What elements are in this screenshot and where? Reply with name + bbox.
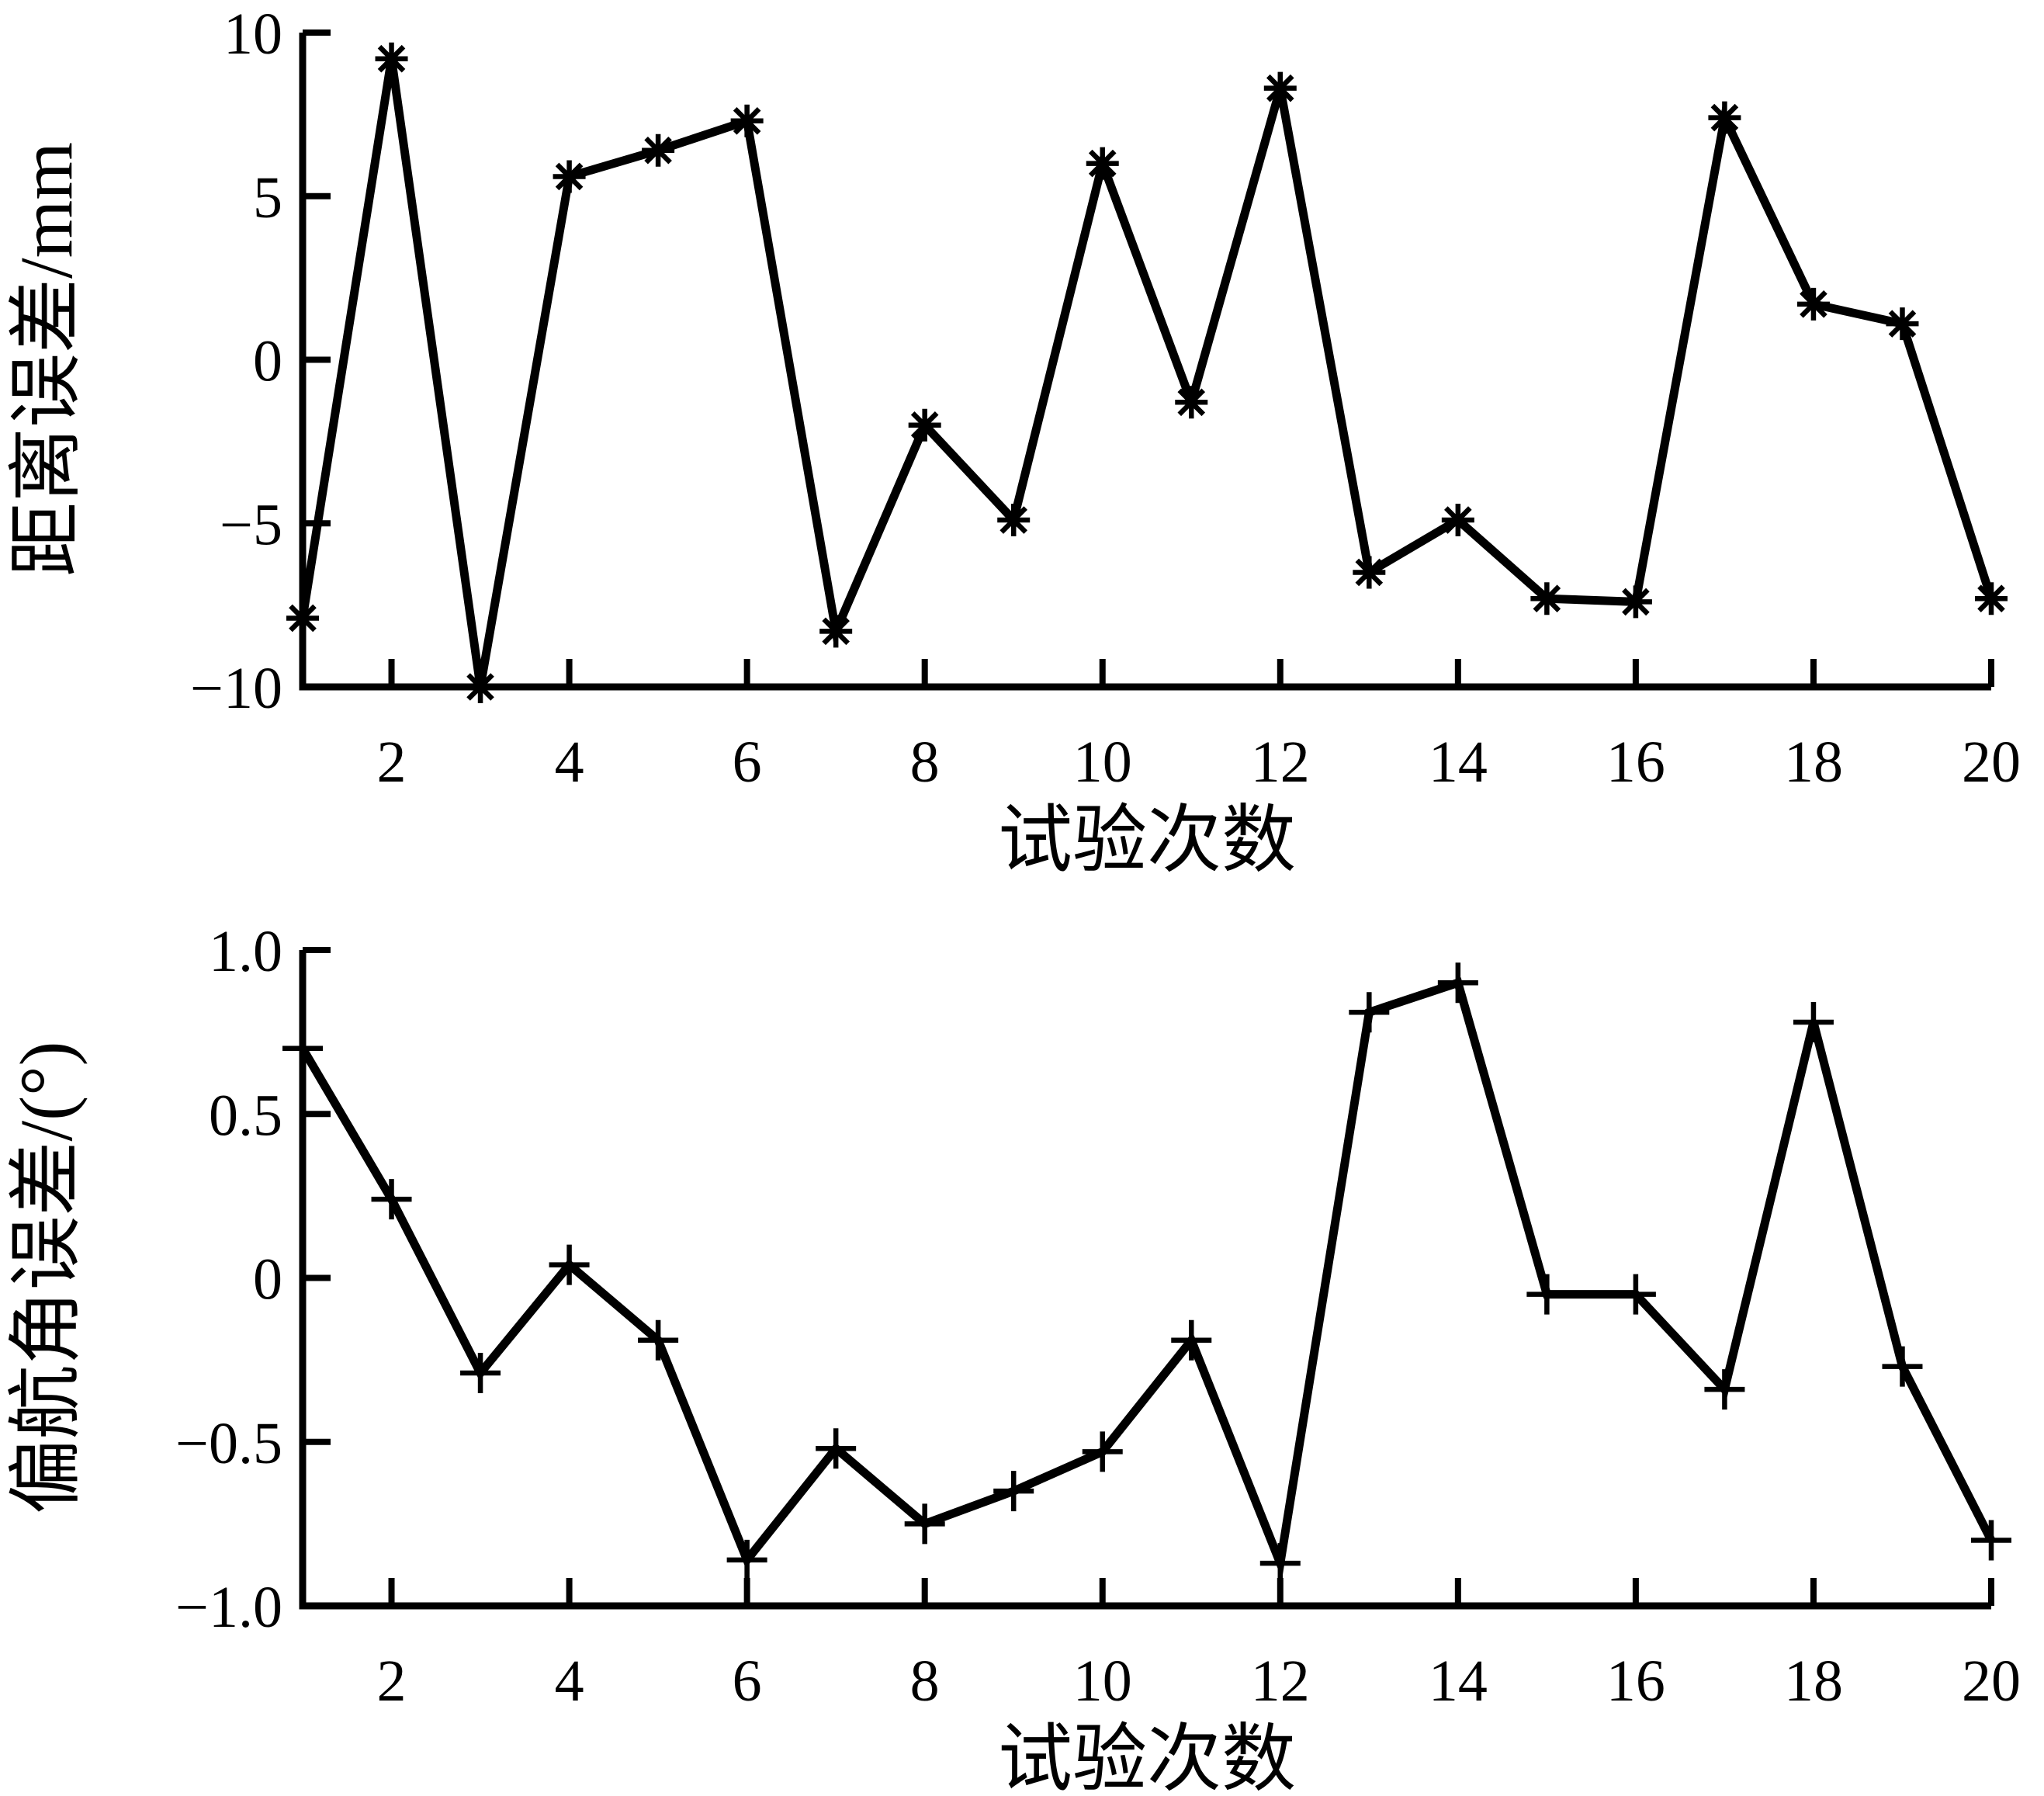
data-point-marker — [1082, 1431, 1123, 1472]
yaw-error-series — [282, 962, 2011, 1584]
data-point-marker — [375, 42, 408, 75]
x-tick-label: 8 — [910, 730, 940, 795]
x-tick-label: 14 — [1429, 730, 1488, 795]
y-tick-label: 0 — [253, 329, 282, 394]
yaw-angle-error-chart: 1.0 0.5 0 −0.5 −1.0 2 4 6 8 10 12 14 16 18 20 试验次数 偏航角… — [5, 919, 2021, 1796]
data-point-marker — [1349, 992, 1390, 1033]
axis-spine — [299, 33, 1991, 691]
data-point-marker — [726, 1539, 767, 1580]
x-tick-label: 10 — [1073, 1649, 1132, 1714]
x-tick-label: 16 — [1606, 1649, 1665, 1714]
data-point-marker — [1171, 1319, 1212, 1361]
data-line — [299, 977, 1995, 1579]
data-point-marker — [282, 1028, 323, 1069]
data-point-marker — [1975, 582, 2008, 615]
x-tick-label: 8 — [910, 1649, 940, 1714]
data-point-marker — [1437, 962, 1478, 1004]
top-ylabel: 距离误差/mm — [5, 142, 88, 577]
data-point-marker — [1793, 1001, 1834, 1042]
data-point-marker — [1704, 1369, 1745, 1410]
data-point-marker — [816, 1428, 857, 1469]
data-point-marker — [371, 1179, 412, 1220]
data-point-marker — [1259, 1543, 1301, 1584]
data-point-marker — [997, 504, 1031, 537]
data-point-marker — [638, 1319, 679, 1361]
data-point-marker — [993, 1471, 1034, 1512]
x-tick-label: 20 — [1962, 730, 2021, 795]
data-point-marker — [1086, 147, 1119, 180]
data-point-marker — [549, 1244, 590, 1285]
data-point-marker — [1353, 556, 1386, 589]
data-point-marker — [908, 408, 941, 442]
x-tick-label: 12 — [1251, 730, 1310, 795]
y-tick-label: −1.0 — [175, 1575, 282, 1640]
data-point-marker — [1882, 1346, 1923, 1387]
data-point-marker — [553, 160, 586, 193]
x-tick-label: 10 — [1073, 730, 1132, 795]
y-tick-label: 0.5 — [209, 1083, 282, 1148]
axis-spine — [299, 950, 1991, 1610]
y-tick-label: 10 — [223, 2, 282, 67]
y-tick-label: 0 — [253, 1247, 282, 1312]
data-point-marker — [1796, 287, 1830, 321]
x-tick-label: 4 — [555, 1649, 584, 1714]
x-tick-label: 4 — [555, 730, 584, 795]
top-xlabel: 试验次数 — [998, 799, 1296, 882]
x-tick-label: 20 — [1962, 1649, 2021, 1714]
data-point-marker — [730, 104, 764, 137]
distance-error-chart: 10 5 0 −5 −10 2 4 6 8 10 12 14 16 18 20 试验次数 距离误差/mm — [5, 2, 2021, 882]
y-tick-label: 5 — [253, 165, 282, 231]
x-tick-label: 6 — [733, 730, 762, 795]
data-point-marker — [464, 671, 497, 703]
data-point-marker — [1971, 1520, 2011, 1561]
y-tick-label: 1.0 — [209, 919, 282, 984]
bottom-xlabel: 试验次数 — [998, 1718, 1296, 1796]
x-tick-label: 18 — [1784, 730, 1843, 795]
data-point-marker — [642, 133, 675, 167]
distance-error-series — [286, 42, 2008, 703]
x-tick-label: 12 — [1251, 1649, 1310, 1714]
x-tick-label: 6 — [733, 1649, 762, 1714]
data-point-marker — [1526, 1274, 1568, 1315]
data-point-marker — [460, 1353, 501, 1394]
x-tick-label: 16 — [1606, 730, 1665, 795]
data-point-marker — [1175, 386, 1208, 419]
data-point-marker — [1619, 585, 1652, 619]
data-point-marker — [1708, 101, 1741, 134]
data-point-marker — [819, 615, 853, 648]
y-tick-label: −5 — [220, 492, 282, 557]
y-tick-label: −0.5 — [175, 1411, 282, 1476]
data-point-marker — [1615, 1274, 1656, 1315]
data-point-marker — [1441, 504, 1474, 537]
x-tick-label: 14 — [1429, 1649, 1488, 1714]
data-point-marker — [286, 602, 319, 635]
x-tick-label: 2 — [377, 1649, 407, 1714]
x-tick-label: 18 — [1784, 1649, 1843, 1714]
data-point-marker — [1530, 582, 1564, 615]
bottom-ylabel: 偏航角误差/(°) — [5, 1042, 88, 1514]
data-point-marker — [904, 1503, 945, 1545]
distance-error-axes: 10 5 0 −5 −10 2 4 6 8 10 12 14 16 18 20 — [190, 2, 2021, 795]
data-line — [298, 57, 1996, 688]
yaw-error-axes: 1.0 0.5 0 −0.5 −1.0 2 4 6 8 10 12 14 16 18 20 — [175, 919, 2021, 1714]
data-point-marker — [1886, 307, 1919, 341]
x-tick-label: 2 — [377, 730, 407, 795]
data-point-marker — [1263, 71, 1297, 105]
y-tick-label: −10 — [190, 656, 282, 721]
